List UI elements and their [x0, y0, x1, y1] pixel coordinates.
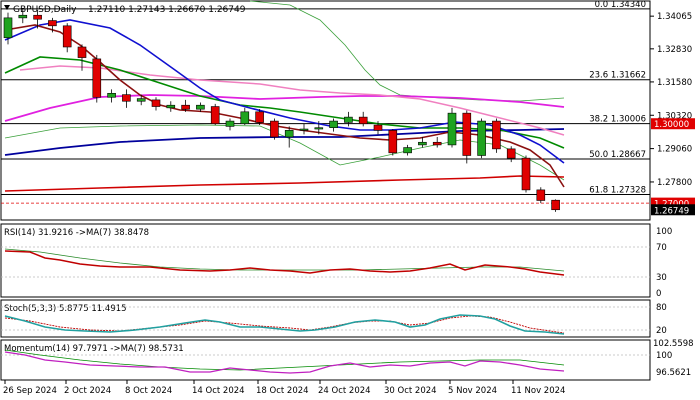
stoch-tick-80: 80	[656, 303, 667, 313]
price-tick-label: 1.34065	[657, 12, 692, 22]
candle-body	[122, 94, 131, 102]
fib-label: 38.2 1.30006	[589, 115, 646, 125]
date-tick-label: 24 Oct 2024	[318, 386, 371, 396]
fib-label: 50.0 1.28667	[589, 150, 646, 160]
rsi-pane[interactable]	[0, 223, 651, 298]
rsi-axis: 100 70 30 0	[656, 227, 672, 299]
price-badge-label: 1.30000	[654, 120, 689, 130]
candle-body	[240, 111, 250, 125]
candle-body	[77, 46, 87, 58]
chart-ohlc: 1.27110 1.27143 1.26670 1.26749	[88, 5, 246, 15]
rsi-tick-0: 0	[656, 289, 661, 299]
stoch-axis: 80 20	[656, 303, 667, 336]
date-tick-label: 18 Oct 2024	[256, 386, 309, 396]
candle-body	[329, 120, 338, 129]
rsi-line	[4, 250, 565, 276]
price-tick-label: 1.31580	[657, 78, 692, 88]
candle-body	[210, 106, 220, 125]
stoch-main-line	[4, 314, 565, 335]
candle-body	[196, 104, 205, 110]
candle-body	[344, 116, 353, 123]
candle-body	[536, 189, 546, 201]
momentum-axis: 102.5598 100 96.5621	[653, 339, 694, 378]
candle-body	[166, 104, 176, 109]
date-tick-label: 2 Oct 2024	[64, 386, 111, 396]
ma-darkred	[4, 24, 565, 188]
price-badge	[651, 118, 695, 130]
momentum-tick-min: 96.5621	[656, 368, 691, 378]
candle-body	[92, 58, 102, 98]
rsi-tick-70: 70	[656, 243, 667, 253]
candle-body	[299, 128, 309, 131]
candle-body	[403, 147, 412, 154]
momentum-line	[4, 351, 565, 374]
candle-body	[107, 92, 116, 98]
candle-body	[181, 104, 190, 110]
price-badge	[651, 204, 695, 216]
candle-body	[151, 99, 161, 107]
candle-body	[521, 157, 531, 191]
candle-body	[62, 25, 72, 48]
momentum-tick-100: 100	[656, 351, 672, 361]
candle-body	[225, 120, 235, 127]
candle-body	[314, 127, 324, 130]
candle-body	[358, 116, 368, 125]
price-tick-label: 1.32830	[657, 45, 692, 55]
candle-body	[447, 112, 457, 146]
candle-body	[551, 199, 560, 211]
candle-body	[18, 14, 28, 19]
symbol-triangle-icon	[4, 5, 10, 10]
rsi-tick-30: 30	[656, 273, 667, 283]
rsi-label: RSI(14) 31.9216 ->MA(7) 38.8478	[4, 228, 149, 238]
date-tick-label: 30 Oct 2024	[384, 386, 437, 396]
date-tick-label: 26 Sep 2024	[3, 386, 57, 396]
candle-body	[3, 17, 13, 39]
candle-body	[477, 120, 486, 156]
price-pane[interactable]	[0, 0, 651, 221]
date-tick-label: 14 Oct 2024	[192, 386, 245, 396]
date-tick-label: 5 Nov 2024	[448, 386, 497, 396]
date-axis: 26 Sep 2024 2 Oct 2024 8 Oct 2024 14 Oct 20…	[3, 380, 565, 396]
momentum-ma-line	[4, 349, 565, 371]
ma-blue-long	[4, 128, 565, 156]
price-axis: 1.34065 1.32830 1.31580 1.30320 1.29060 1.278…	[650, 12, 695, 216]
stoch-label: Stoch(5,3,3) 5.8775 11.4915	[4, 304, 127, 314]
fib-label: 0.0 1.34340	[595, 0, 646, 10]
momentum-pane[interactable]	[0, 339, 651, 381]
candle-body	[506, 148, 516, 159]
price-tick-label: 1.27800	[657, 178, 692, 188]
ma-red-long	[4, 175, 565, 192]
fibonacci-levels: 0.0 1.34340 23.6 1.31662 38.2 1.30006 50.0 …	[1, 0, 650, 204]
price-badge-label: 1.26749	[654, 206, 689, 216]
fib-label: 61.8 1.27328	[589, 185, 646, 195]
price-badge	[651, 197, 695, 209]
stoch-tick-20: 20	[656, 326, 667, 336]
price-tick-label: 1.29060	[657, 145, 692, 155]
candle-body	[255, 111, 264, 123]
momentum-tick-max: 102.5598	[653, 339, 694, 349]
momentum-label: Momentum(14) 97.7971 ->MA(7) 98.5731	[4, 344, 184, 354]
ma-magenta	[4, 94, 565, 122]
chart-symbol: GBPUSD,Daily	[13, 5, 77, 15]
candle-body	[388, 130, 398, 154]
candle-body	[418, 141, 427, 146]
rsi-tick-100: 100	[656, 227, 672, 237]
candlestick-series	[3, 8, 560, 212]
candle-body	[48, 20, 57, 27]
candle-body	[462, 112, 472, 156]
candle-body	[33, 14, 42, 20]
candle-body	[284, 130, 294, 138]
candle-body	[136, 98, 146, 102]
candle-body	[373, 124, 383, 131]
date-tick-label: 8 Oct 2024	[125, 386, 172, 396]
price-tick-label: 1.30320	[657, 111, 692, 121]
candle-body	[270, 120, 279, 138]
date-tick-label: 11 Nov 2024	[511, 386, 565, 396]
candle-body	[432, 141, 442, 146]
candle-body	[492, 120, 501, 150]
fib-label: 23.6 1.31662	[589, 71, 646, 81]
ma-blue-short	[4, 19, 565, 164]
